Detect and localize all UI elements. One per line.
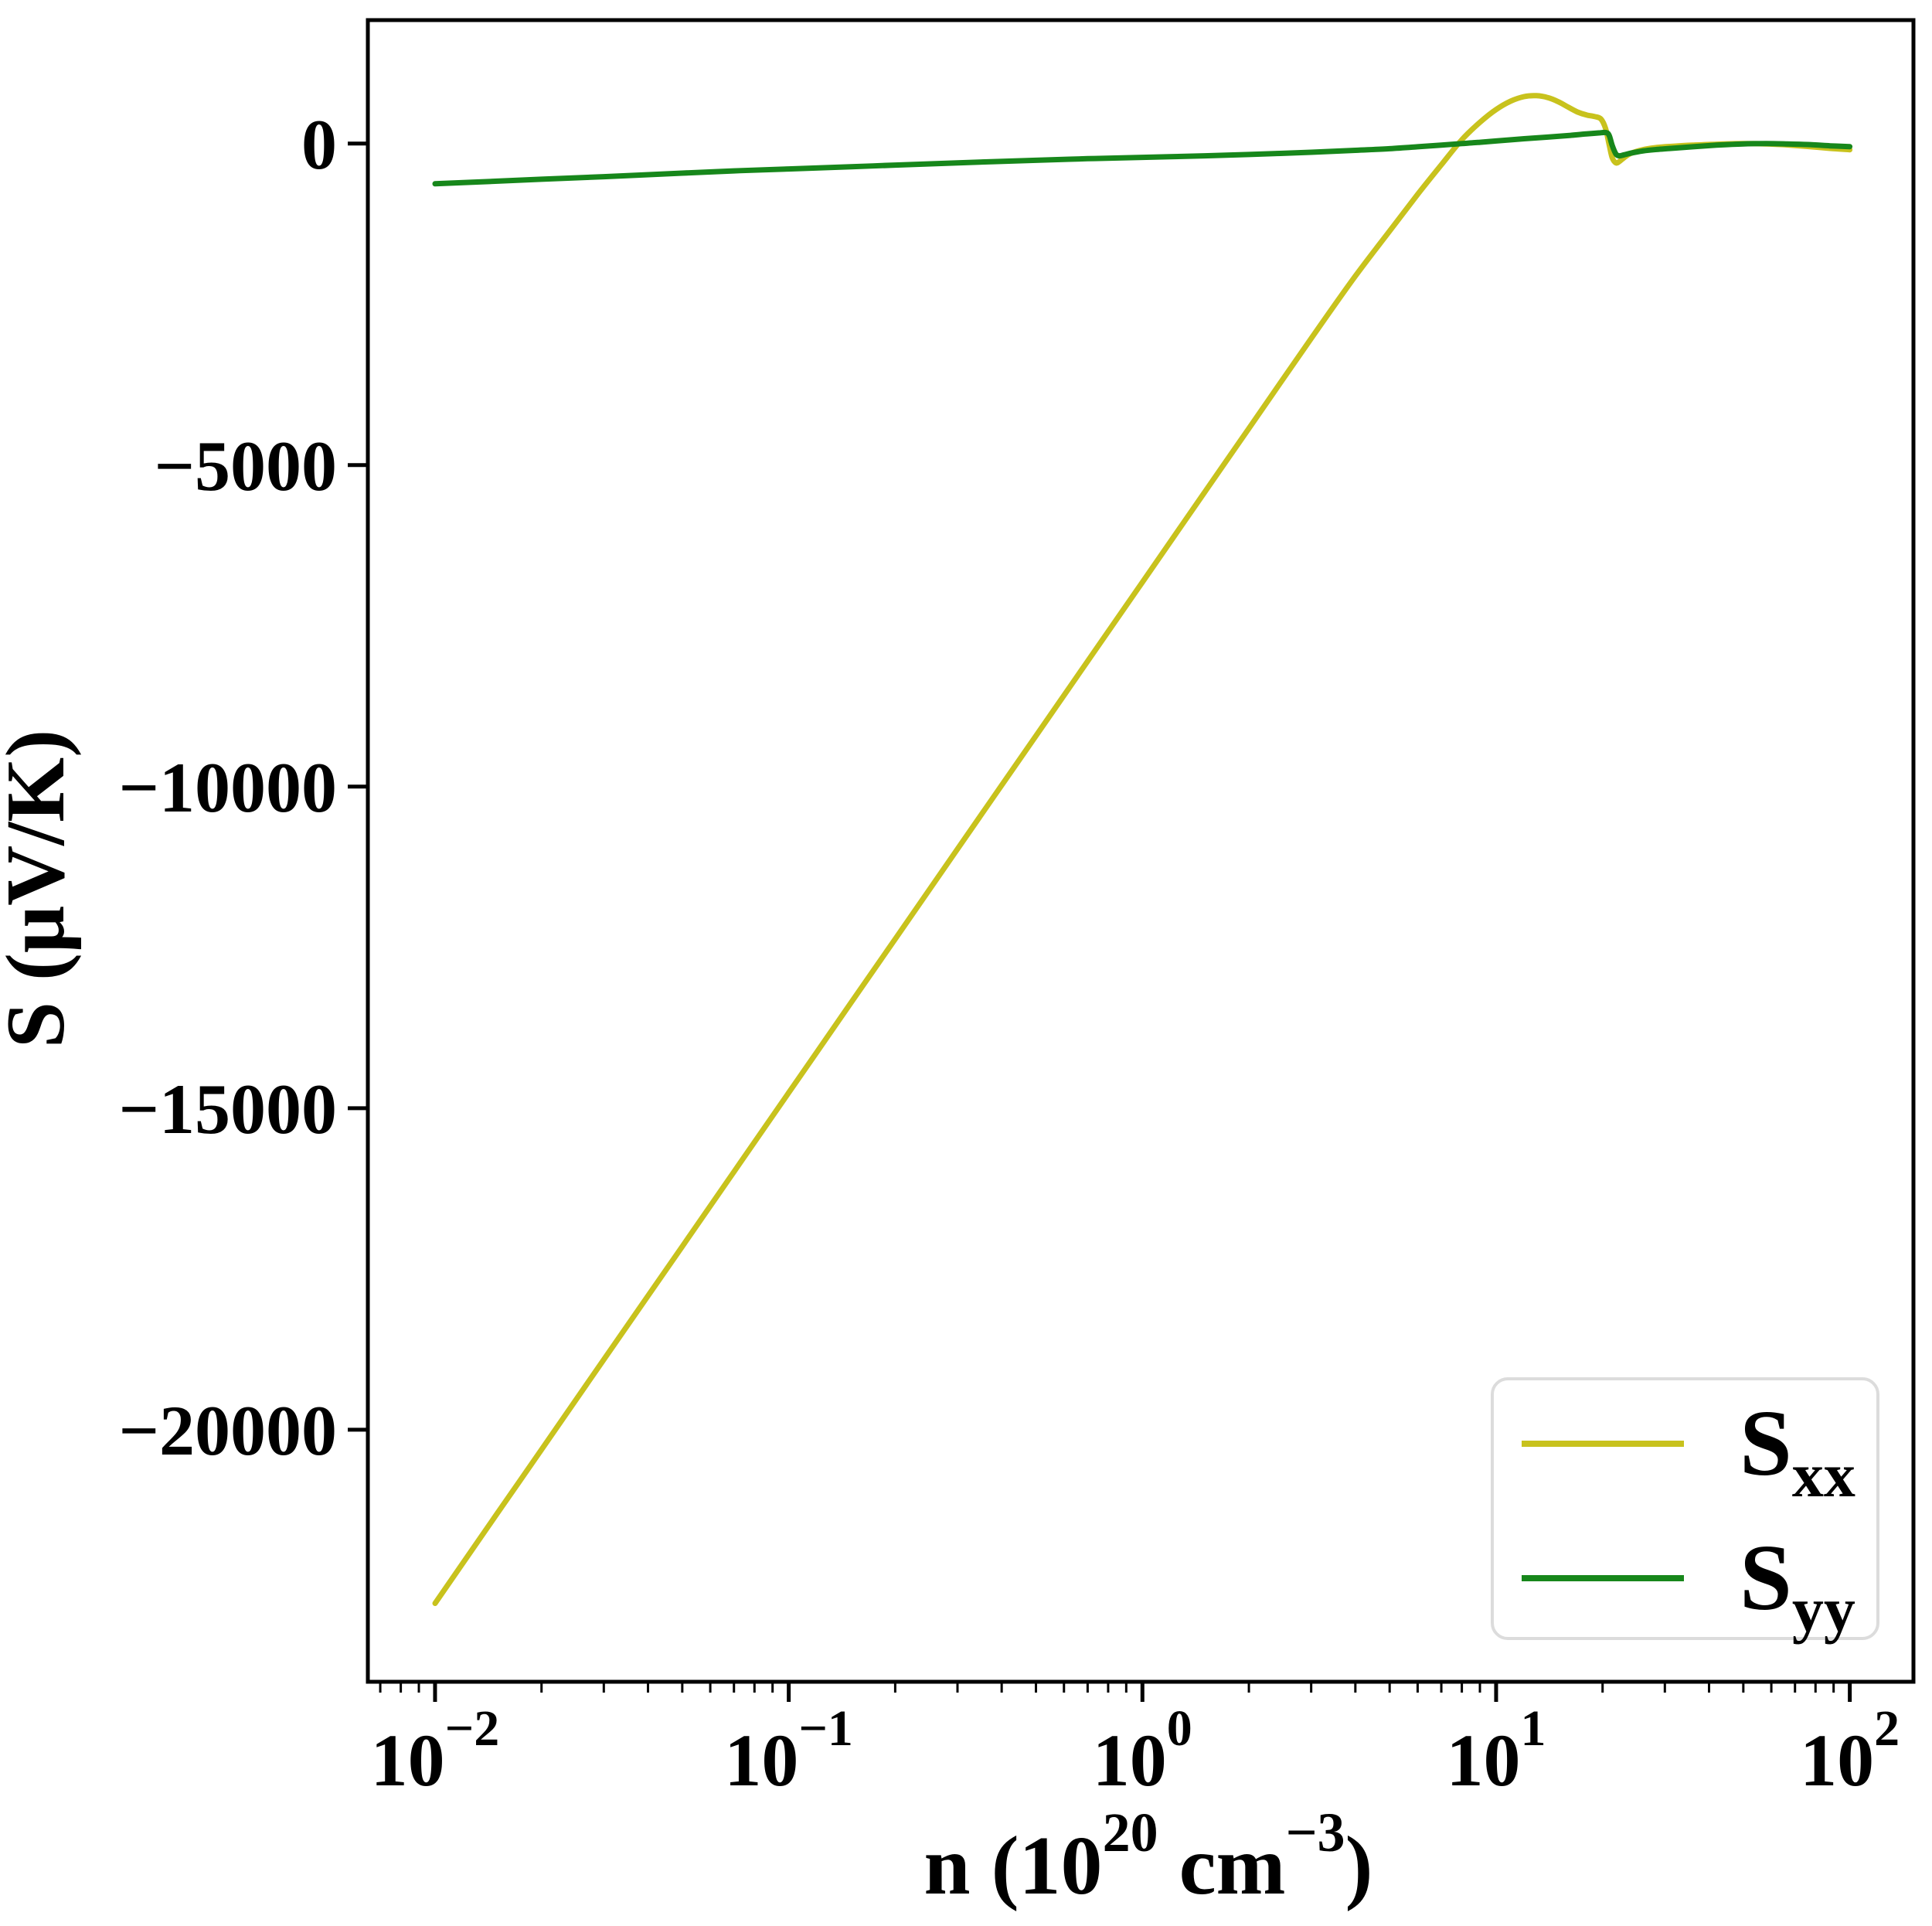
sxx-curve (432, 93, 1853, 1606)
data-series-group (432, 93, 1853, 1606)
legend-label-sxx: Sxx (1740, 1391, 1855, 1510)
y-tick-label: −10000 (119, 748, 337, 827)
y-axis-major-ticks (348, 141, 368, 1432)
y-tick-label: −15000 (119, 1070, 337, 1148)
y-tick-label: 0 (301, 105, 337, 184)
x-axis-label: n (1020 cm−3) (924, 1802, 1373, 1912)
x-tick-label: 102 (1800, 1700, 1900, 1802)
y-axis-tick-labels: 0 −5000 −10000 −15000 −20000 (119, 105, 337, 1470)
y-tick-label: −5000 (155, 427, 337, 505)
legend: Sxx Syy (1491, 1377, 1879, 1645)
y-axis-label: S (μV/K) (0, 730, 82, 1048)
y-tick-label: −20000 (119, 1391, 337, 1470)
legend-label-syy: Syy (1740, 1526, 1855, 1645)
axes-frame (366, 18, 1916, 1684)
x-tick-label: 10−2 (371, 1700, 500, 1802)
x-tick-label: 101 (1446, 1700, 1546, 1802)
syy-curve (432, 129, 1853, 187)
x-tick-label: 100 (1093, 1700, 1192, 1802)
x-axis-major-ticks (433, 1682, 1852, 1702)
x-axis-tick-labels: 10−2 10−1 100 101 102 (371, 1700, 1900, 1802)
x-tick-label: 10−1 (724, 1700, 853, 1802)
